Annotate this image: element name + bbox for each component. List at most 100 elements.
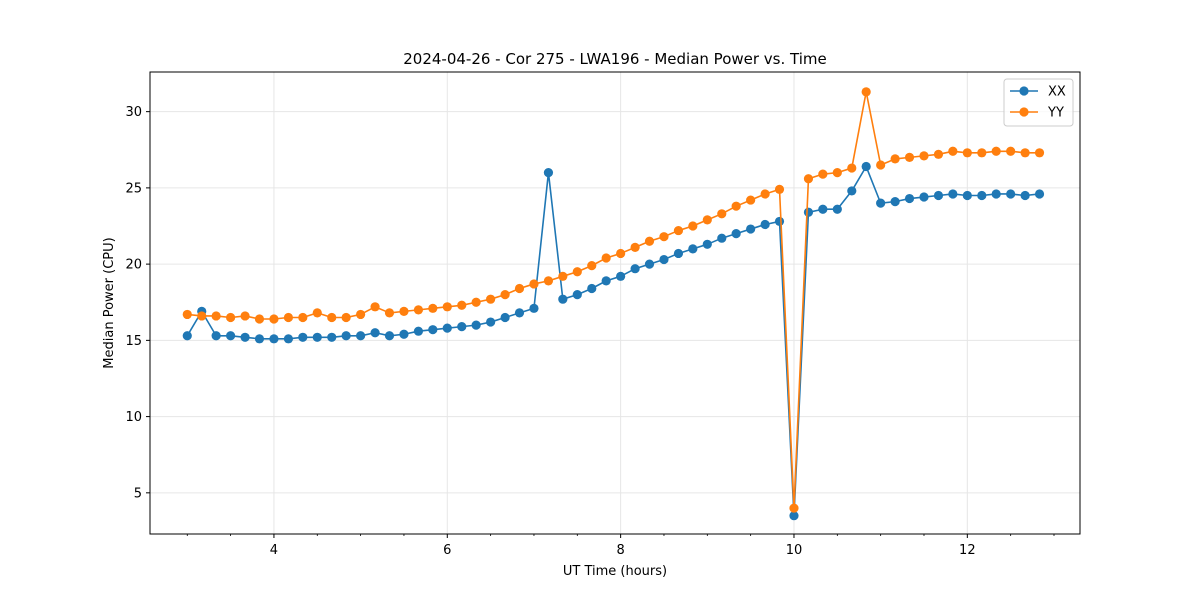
data-point-xx xyxy=(919,192,929,202)
data-point-xx xyxy=(731,229,741,239)
data-point-yy xyxy=(587,261,597,271)
data-point-xx xyxy=(587,283,597,294)
data-point-xx xyxy=(442,323,452,333)
data-point-yy xyxy=(240,311,250,321)
data-point-xx xyxy=(1020,190,1030,201)
data-point-yy xyxy=(717,209,727,219)
data-point-yy xyxy=(428,303,438,313)
data-point-yy xyxy=(904,152,915,162)
legend-label-yy: YY xyxy=(1047,106,1064,121)
data-point-xx xyxy=(457,322,467,332)
data-point-yy xyxy=(572,267,582,277)
data-point-yy xyxy=(283,312,294,323)
data-point-yy xyxy=(384,308,395,318)
data-point-xx xyxy=(904,193,915,204)
data-point-xx xyxy=(1006,189,1016,199)
data-point-xx xyxy=(211,331,221,341)
data-point-yy xyxy=(558,271,568,281)
data-point-yy xyxy=(543,276,554,286)
y-tick-label: 10 xyxy=(125,410,142,425)
data-point-yy xyxy=(832,168,842,178)
data-point-yy xyxy=(399,306,409,316)
legend: XX YY xyxy=(1003,78,1074,127)
data-point-yy xyxy=(254,314,265,324)
data-point-xx xyxy=(818,204,828,214)
series-xx xyxy=(182,161,1045,521)
data-point-xx xyxy=(746,224,756,234)
legend-label-xx: XX xyxy=(1048,85,1066,100)
series-yy xyxy=(182,87,1045,513)
data-point-xx xyxy=(717,233,727,243)
data-point-xx xyxy=(861,161,871,172)
data-point-xx xyxy=(529,303,539,313)
plot-frame xyxy=(149,71,1081,535)
data-point-yy xyxy=(789,503,799,513)
data-point-xx xyxy=(933,190,944,201)
data-point-yy xyxy=(327,312,337,323)
data-point-yy xyxy=(933,149,944,159)
data-point-xx xyxy=(977,190,987,201)
data-point-xx xyxy=(558,294,568,304)
data-point-yy xyxy=(442,302,452,312)
data-point-yy xyxy=(370,302,380,312)
data-point-yy xyxy=(977,148,987,158)
data-point-yy xyxy=(514,283,525,294)
data-point-xx xyxy=(327,332,337,342)
data-point-xx xyxy=(789,511,799,521)
legend-marker-xx xyxy=(1019,86,1029,96)
data-point-xx xyxy=(226,331,236,341)
data-point-xx xyxy=(760,219,770,230)
x-tick-label: 4 xyxy=(270,543,278,558)
data-point-xx xyxy=(240,332,250,342)
y-tick-label: 20 xyxy=(125,258,142,273)
data-point-xx xyxy=(847,186,857,196)
data-point-xx xyxy=(991,189,1001,199)
data-point-yy xyxy=(702,215,712,225)
data-point-yy xyxy=(673,225,684,236)
data-point-yy xyxy=(312,308,322,318)
data-point-yy xyxy=(413,305,424,315)
legend-marker-yy xyxy=(1019,107,1029,117)
data-point-xx xyxy=(948,189,958,199)
data-point-yy xyxy=(746,195,756,205)
data-point-xx xyxy=(673,248,684,259)
y-tick-label: 5 xyxy=(134,486,142,501)
data-point-yy xyxy=(991,146,1001,156)
data-point-xx xyxy=(774,216,785,227)
data-point-xx xyxy=(341,331,351,341)
data-point-xx xyxy=(182,331,192,341)
data-point-xx xyxy=(486,317,496,327)
data-point-xx xyxy=(876,198,886,208)
data-point-xx xyxy=(543,168,554,178)
data-point-xx xyxy=(384,331,395,341)
data-point-yy xyxy=(731,201,741,211)
y-axis-label: Median Power (CPU) xyxy=(102,237,117,368)
data-point-xx xyxy=(254,334,265,344)
x-tick-label: 6 xyxy=(443,543,451,558)
data-point-yy xyxy=(486,294,496,304)
data-point-yy xyxy=(298,312,308,323)
data-point-yy xyxy=(529,279,539,289)
legend-entry-yy: YY xyxy=(1010,106,1064,121)
x-tick-label: 10 xyxy=(786,543,803,558)
data-point-yy xyxy=(500,290,510,300)
data-point-yy xyxy=(688,221,698,231)
ticks: 4 6 8 10 12 5 10 15 20 25 30 xyxy=(125,105,1055,558)
data-point-yy xyxy=(818,169,828,179)
data-point-yy xyxy=(269,314,279,324)
legend-entry-xx: XX xyxy=(1010,85,1066,100)
data-point-yy xyxy=(226,312,236,323)
data-point-xx xyxy=(688,244,698,254)
data-point-yy xyxy=(803,174,814,184)
y-tick-label: 15 xyxy=(125,334,142,349)
data-point-xx xyxy=(1034,189,1045,199)
data-point-yy xyxy=(457,300,467,310)
data-point-xx xyxy=(370,328,380,338)
data-point-xx xyxy=(312,332,322,342)
x-tick-label: 8 xyxy=(616,543,624,558)
data-point-yy xyxy=(1006,146,1016,156)
data-point-xx xyxy=(803,207,814,217)
data-point-xx xyxy=(399,329,409,339)
data-point-yy xyxy=(616,248,626,259)
data-point-xx xyxy=(616,271,626,281)
